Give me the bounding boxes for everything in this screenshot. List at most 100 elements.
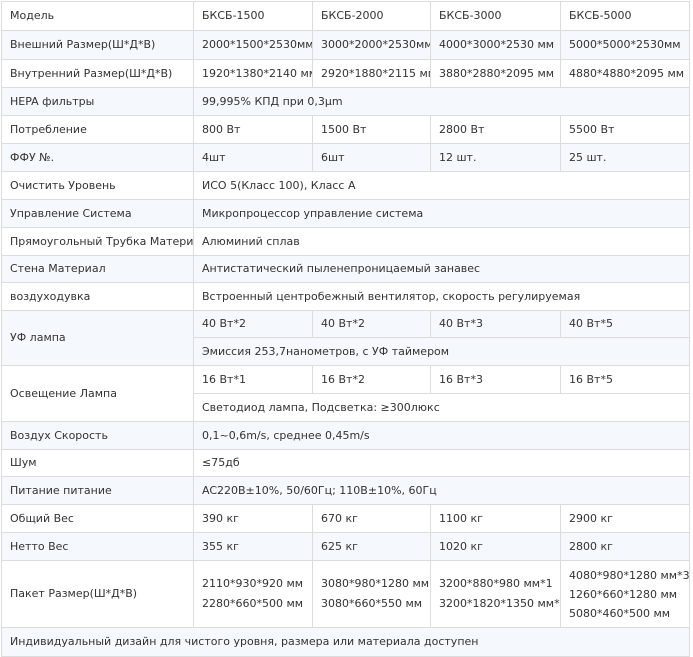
row-noise: Шум ≤75дб	[1, 449, 690, 477]
cell-note: Эмиссия 253,7нанометров, с УФ таймером	[193, 337, 690, 366]
header-row: Модель БКСБ-1500 БКСБ-2000 БКСБ-3000 БКС…	[1, 1, 690, 31]
cell-value: 4080*980*1280 мм*3 1260*660*1280 мм 5080…	[560, 560, 690, 628]
row-label: Прямоугольный Трубка Материал	[1, 227, 194, 256]
row-outer-size: Внешний Размер(Ш*Д*В) 2000*1500*2530мм 3…	[1, 30, 690, 60]
row-control: Управление Система Микропроцессор управл…	[1, 199, 690, 228]
header-bksb-3000: БКСБ-3000	[430, 1, 561, 31]
cell-value: 5500 Вт	[560, 115, 690, 144]
cell-value: 1920*1380*2140 мм	[193, 59, 313, 88]
package-line: 2110*930*920 мм	[202, 577, 304, 590]
cell-value: Алюминий сплав	[193, 227, 690, 256]
package-line: 3200*880*980 мм*1	[439, 577, 553, 590]
package-line: 3200*1820*1350 мм*1	[439, 597, 561, 610]
cell-value: 4шт	[193, 143, 313, 172]
row-footer-note: Индивидуальный дизайн для чистого уровня…	[1, 627, 690, 657]
row-label: Нетто Вес	[1, 532, 194, 561]
row-package-size: Пакет Размер(Ш*Д*В) 2110*930*920 мм 2280…	[1, 560, 690, 628]
header-bksb-5000: БКСБ-5000	[560, 1, 690, 31]
header-model: Модель	[1, 1, 194, 31]
package-line: 4080*980*1280 мм*3	[569, 568, 690, 582]
cell-value: 99,995% КПД при 0,3μm	[193, 87, 690, 116]
cell-value: 16 Вт*5	[560, 365, 690, 394]
cell-note: Светодиод лампа, Подсветка: ≥300люкс	[193, 393, 690, 422]
header-bksb-1500: БКСБ-1500	[193, 1, 313, 31]
cell-value: 670 кг	[312, 504, 431, 533]
package-line: 3080*980*1280 мм	[321, 577, 430, 590]
row-light: Освещение Лампа 16 Вт*1 16 Вт*2 16 Вт*3 …	[1, 365, 690, 422]
row-label: Шум	[1, 449, 194, 477]
row-clean-level: Очистить Уровень ИСО 5(Класс 100), Класс…	[1, 171, 690, 200]
cell-value: 4880*4880*2095 мм	[560, 59, 690, 88]
cell-value: 625 кг	[312, 532, 431, 561]
cell-value: 1100 кг	[430, 504, 561, 533]
cell-value: 16 Вт*3	[430, 365, 561, 394]
cell-value: 16 Вт*1	[193, 365, 313, 394]
row-hepa: HEPA фильтры 99,995% КПД при 0,3μm	[1, 87, 690, 116]
row-ffu: ФФУ №. 4шт 6шт 12 шт. 25 шт.	[1, 143, 690, 172]
cell-value: 12 шт.	[430, 143, 561, 172]
cell-value: 2000*1500*2530мм	[193, 30, 313, 60]
package-line: 5080*460*500 мм	[569, 606, 671, 620]
row-supply: Питание питание AC220В±10%, 50/60Гц; 110…	[1, 476, 690, 505]
row-light-note: Светодиод лампа, Подсветка: ≥300люкс	[2, 393, 690, 422]
cell-value: 3080*980*1280 мм 3080*660*550 мм	[312, 560, 431, 628]
row-uv-note: Эмиссия 253,7нанометров, с УФ таймером	[2, 337, 690, 366]
cell-value: 800 Вт	[193, 115, 313, 144]
cell-value: 3000*2000*2530мм	[312, 30, 431, 60]
cell-value: 16 Вт*2	[312, 365, 431, 394]
cell-value: ИСО 5(Класс 100), Класс A	[193, 171, 690, 200]
cell-value: AC220В±10%, 50/60Гц; 110В±10%, 60Гц	[193, 476, 690, 505]
row-label: Внутренний Размер(Ш*Д*В)	[1, 59, 194, 88]
cell-value: Встроенный центробежный вентилятор, скор…	[193, 282, 690, 311]
footer-note: Индивидуальный дизайн для чистого уровня…	[1, 627, 690, 657]
row-label: УФ лампа	[1, 310, 194, 366]
cell-value: 25 шт.	[560, 143, 690, 172]
cell-value: 1020 кг	[430, 532, 561, 561]
cell-value: 4000*3000*2530 мм	[430, 30, 561, 60]
row-wall: Стена Материал Антистатический пыленепро…	[1, 255, 690, 283]
package-line: 2280*660*500 мм	[202, 597, 304, 610]
package-line: 1260*660*1280 мм	[569, 587, 678, 601]
row-label: воздуходувка	[1, 282, 194, 311]
cell-value: 3200*880*980 мм*1 3200*1820*1350 мм*1	[430, 560, 561, 628]
row-blower: воздуходувка Встроенный центробежный вен…	[1, 282, 690, 311]
row-label: HEPA фильтры	[1, 87, 194, 116]
row-label: Пакет Размер(Ш*Д*В)	[1, 560, 194, 628]
package-line: 3080*660*550 мм	[321, 597, 423, 610]
row-label: Питание питание	[1, 476, 194, 505]
row-label: Потребление	[1, 115, 194, 144]
cell-value: 2920*1880*2115 мм	[312, 59, 431, 88]
cell-value: Антистатический пыленепроницаемый занаве…	[193, 255, 690, 283]
row-tube: Прямоугольный Трубка Материал Алюминий с…	[1, 227, 690, 256]
row-label: Стена Материал	[1, 255, 194, 283]
cell-value: Микропроцессор управление система	[193, 199, 690, 228]
cell-value: 1500 Вт	[312, 115, 431, 144]
cell-value: 40 Вт*2	[193, 310, 313, 338]
row-net-weight: Нетто Вес 355 кг 625 кг 1020 кг 2800 кг	[1, 532, 690, 561]
cell-value: 2900 кг	[560, 504, 690, 533]
row-gross-weight: Общий Вес 390 кг 670 кг 1100 кг 2900 кг	[1, 504, 690, 533]
row-label: ФФУ №.	[1, 143, 194, 172]
row-label: Управление Система	[1, 199, 194, 228]
row-inner-size: Внутренний Размер(Ш*Д*В) 1920*1380*2140 …	[1, 59, 690, 88]
cell-value: 40 Вт*5	[560, 310, 690, 338]
cell-value: 2800 Вт	[430, 115, 561, 144]
row-label: Освещение Лампа	[1, 365, 194, 422]
cell-value: 0,1~0,6m/s, среднее 0,45m/s	[193, 421, 690, 450]
row-label: Общий Вес	[1, 504, 194, 533]
row-label: Очистить Уровень	[1, 171, 194, 200]
row-uv: УФ лампа 40 Вт*2 40 Вт*2 40 Вт*3 40 Вт*5	[1, 310, 690, 366]
cell-value: 390 кг	[193, 504, 313, 533]
cell-value: 355 кг	[193, 532, 313, 561]
cell-value: ≤75дб	[193, 449, 690, 477]
cell-value: 5000*5000*2530мм	[560, 30, 690, 60]
cell-value: 40 Вт*2	[312, 310, 431, 338]
row-air-speed: Воздух Скорость 0,1~0,6m/s, среднее 0,45…	[1, 421, 690, 450]
row-label: Внешний Размер(Ш*Д*В)	[1, 30, 194, 60]
cell-value: 3880*2880*2095 мм	[430, 59, 561, 88]
row-label: Воздух Скорость	[1, 421, 194, 450]
cell-value: 40 Вт*3	[430, 310, 561, 338]
cell-value: 2800 кг	[560, 532, 690, 561]
header-bksb-2000: БКСБ-2000	[312, 1, 431, 31]
